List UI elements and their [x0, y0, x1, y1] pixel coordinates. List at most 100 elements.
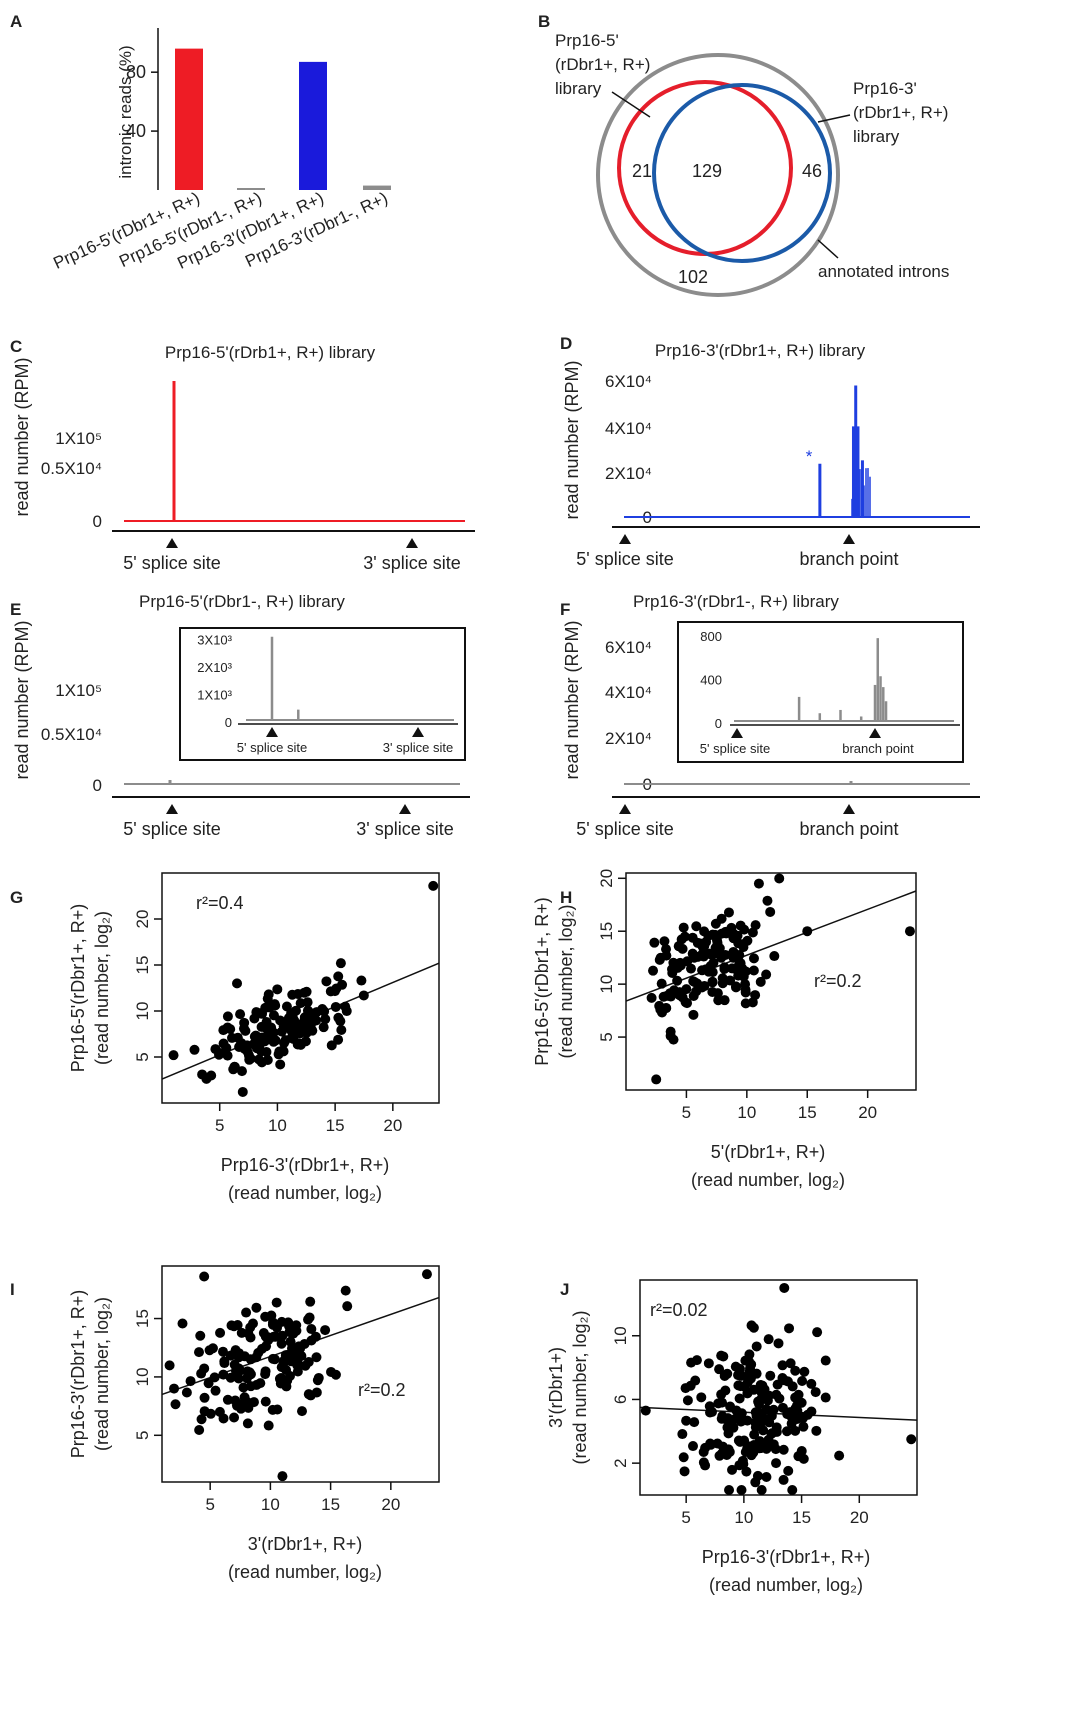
scatter-point: [230, 1395, 241, 1406]
scatter-point: [275, 1059, 286, 1070]
scatter-point: [728, 928, 739, 939]
inset-y-tick-label: 400: [700, 673, 722, 688]
scatter-point: [320, 1325, 331, 1336]
y-tick-label: 0: [93, 776, 102, 795]
scatter-point: [740, 998, 751, 1009]
scatter-point: [233, 1373, 244, 1384]
scatter-point: [305, 1019, 316, 1030]
scatter-point: [219, 1356, 230, 1367]
scatter-point: [753, 1416, 764, 1427]
scatter-point: [725, 975, 736, 986]
scatter-point: [210, 1385, 221, 1396]
scatter-point: [797, 1376, 808, 1387]
scatter-point: [177, 1318, 188, 1329]
y-axis-title: read number (RPM): [12, 620, 32, 779]
venn-leader-line: [817, 239, 839, 259]
scatter-point: [215, 1327, 226, 1338]
scatter-point: [772, 1379, 783, 1390]
scatter-point: [779, 1282, 790, 1293]
y-axis-title: (read number, log₂): [570, 1310, 590, 1464]
scatter-point: [232, 1320, 243, 1331]
scatter-point: [806, 1378, 817, 1389]
scatter-point: [267, 1404, 278, 1415]
inset-x-marker-label: 5' splice site: [237, 740, 307, 755]
scatter-point: [705, 1439, 716, 1450]
inset-x-marker-label: branch point: [842, 741, 914, 756]
scatter-point: [681, 984, 692, 995]
scatter-point: [680, 1383, 691, 1394]
y-tick-label: 15: [597, 922, 616, 941]
y-axis-title: (read number, log₂): [92, 911, 112, 1065]
inset-frame: [677, 621, 964, 763]
x-axis-title: (read number, log₂): [228, 1183, 382, 1203]
scatter-point: [257, 1032, 268, 1043]
y-tick-label: 5: [133, 1052, 152, 1061]
scatter-point: [232, 978, 243, 989]
r-squared-label: r²=0.4: [196, 893, 244, 913]
scatter-point: [312, 1375, 323, 1386]
scatter-point: [904, 926, 915, 937]
scatter-point: [724, 1485, 735, 1495]
scatter-point: [170, 1399, 181, 1410]
scatter-point: [218, 1369, 229, 1380]
scatter-point: [682, 1395, 693, 1406]
scatter-point: [778, 1444, 789, 1455]
scatter-point: [750, 920, 761, 931]
scatter-point: [799, 1366, 810, 1377]
x-marker-label: branch point: [799, 819, 898, 839]
venn-label-5prime: Prp16-5': [555, 31, 619, 50]
scatter-point: [691, 986, 702, 997]
scatter-point: [734, 1363, 745, 1374]
scatter-point: [164, 1360, 175, 1371]
scatter-point: [687, 1441, 698, 1452]
y-tick-label: 2X10⁴: [605, 464, 652, 483]
y-axis-title: read number (RPM): [562, 620, 582, 779]
scatter-point: [724, 1446, 735, 1457]
x-tick-label: 5: [682, 1103, 691, 1122]
scatter-point: [735, 958, 746, 969]
scatter-point: [763, 1334, 774, 1345]
scatter-point: [260, 1369, 271, 1380]
scatter-point: [194, 1425, 205, 1436]
scatter-point: [707, 976, 718, 987]
panel-e-trace: Prp16-5'(rDbr1-, R+) library read number …: [12, 592, 470, 839]
scatter-point: [738, 971, 749, 982]
scatter-point: [740, 1446, 751, 1457]
y-tick-label: 10: [133, 1367, 152, 1386]
scatter-point: [714, 1450, 725, 1461]
y-axis-title: Prp16-3'(rDbr1+, R+): [68, 1290, 88, 1459]
scatter-point: [906, 1434, 917, 1445]
scatter-point: [340, 1285, 351, 1296]
scatter-point: [210, 1044, 221, 1055]
scatter-point: [719, 995, 730, 1006]
scatter-point: [263, 1335, 274, 1346]
scatter-point: [700, 1460, 711, 1471]
scatter-point: [292, 1366, 303, 1377]
scatter-point: [266, 1310, 277, 1321]
scatter-point: [710, 918, 721, 929]
scatter-point: [201, 1073, 212, 1084]
y-tick-label: 20: [597, 869, 616, 888]
scatter-point: [281, 1381, 292, 1392]
plot-frame: [625, 872, 917, 1091]
scatter-point: [247, 1318, 258, 1329]
x-tick-label: 15: [792, 1508, 811, 1527]
scatter-point: [358, 990, 369, 1001]
x-tick-label: 10: [734, 1508, 753, 1527]
inset-x-marker-label: 5' splice site: [700, 741, 770, 756]
scatter-point: [245, 1369, 256, 1380]
x-axis-title: 5'(rDbr1+, R+): [711, 1142, 825, 1162]
scatter-point: [256, 1057, 267, 1068]
scatter-point: [283, 1012, 294, 1023]
x-tick-label: 5: [681, 1508, 690, 1527]
scatter-point: [303, 1356, 314, 1367]
inset-y-tick-label: 3X10³: [197, 633, 232, 648]
x-tick-label: 15: [326, 1116, 345, 1135]
y-tick-label: 0: [93, 512, 102, 531]
scatter-point: [704, 948, 715, 959]
scatter-point: [640, 1405, 651, 1416]
x-tick-label: 5: [205, 1495, 214, 1514]
scatter-point: [711, 931, 722, 942]
scatter-point: [242, 1418, 253, 1429]
y-tick-label: 6X10⁴: [605, 372, 652, 391]
